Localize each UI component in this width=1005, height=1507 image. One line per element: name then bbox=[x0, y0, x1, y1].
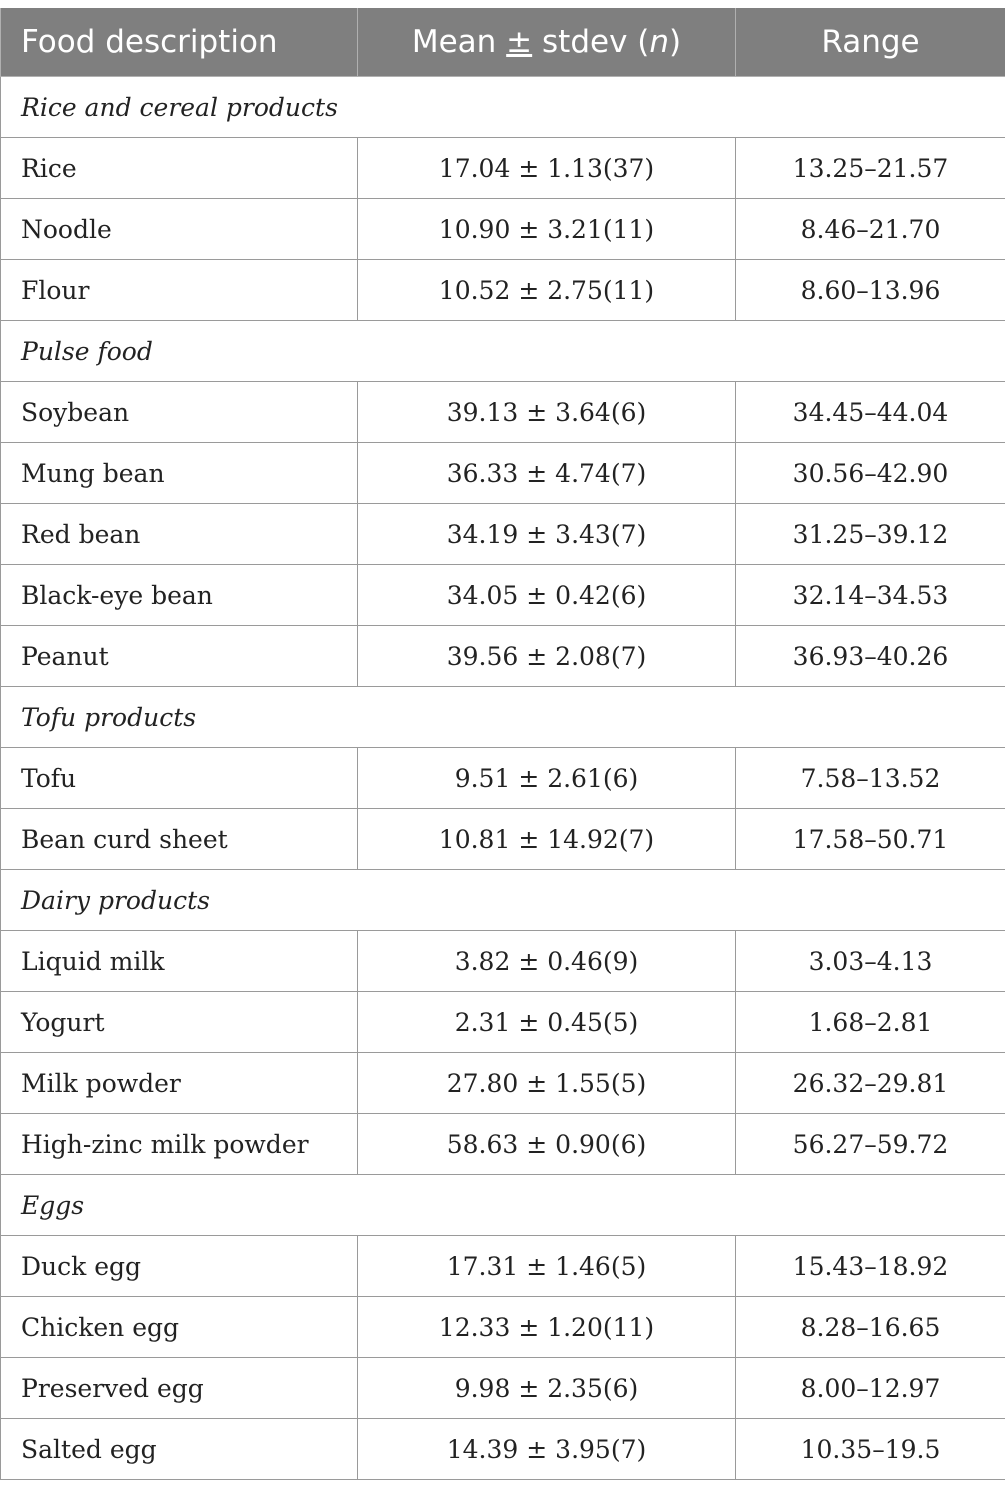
header-mean-prefix: Mean bbox=[411, 24, 507, 60]
mean-stdev-cell: 27.80 ± 1.55(5) bbox=[357, 1052, 736, 1114]
header-mean-stdev: Mean ± stdev (n) bbox=[357, 8, 736, 77]
group-label: Pulse food bbox=[0, 320, 1005, 382]
table-row: Yogurt 2.31 ± 0.45(5) 1.68–2.81 bbox=[0, 991, 1005, 1053]
food-description-cell: Mung bean bbox=[0, 442, 358, 504]
group-label: Eggs bbox=[0, 1174, 1005, 1236]
header-range: Range bbox=[735, 8, 1005, 77]
table-row: Chicken egg 12.33 ± 1.20(11) 8.28–16.65 bbox=[0, 1296, 1005, 1358]
table-row: Bean curd sheet 10.81 ± 14.92(7) 17.58–50.… bbox=[0, 808, 1005, 870]
table-body: Rice and cereal products Rice 17.04 ± 1.13… bbox=[0, 76, 1005, 1480]
header-mean-pm: ± bbox=[506, 24, 533, 60]
group-row: Pulse food bbox=[0, 320, 1005, 382]
mean-stdev-cell: 2.31 ± 0.45(5) bbox=[357, 991, 736, 1053]
food-description-cell: Flour bbox=[0, 259, 358, 321]
mean-stdev-cell: 10.81 ± 14.92(7) bbox=[357, 808, 736, 870]
mean-stdev-cell: 34.19 ± 3.43(7) bbox=[357, 503, 736, 565]
range-cell: 34.45–44.04 bbox=[735, 381, 1005, 443]
group-label: Rice and cereal products bbox=[0, 76, 1005, 138]
food-description-cell: Soybean bbox=[0, 381, 358, 443]
range-cell: 36.93–40.26 bbox=[735, 625, 1005, 687]
table-row: Mung bean 36.33 ± 4.74(7) 30.56–42.90 bbox=[0, 442, 1005, 504]
group-row: Rice and cereal products bbox=[0, 76, 1005, 138]
food-description-cell: Bean curd sheet bbox=[0, 808, 358, 870]
food-description-cell: Chicken egg bbox=[0, 1296, 358, 1358]
range-cell: 30.56–42.90 bbox=[735, 442, 1005, 504]
table-row: Preserved egg 9.98 ± 2.35(6) 8.00–12.97 bbox=[0, 1357, 1005, 1419]
food-description-cell: Rice bbox=[0, 137, 358, 199]
table-row: Peanut 39.56 ± 2.08(7) 36.93–40.26 bbox=[0, 625, 1005, 687]
table-row: Liquid milk 3.82 ± 0.46(9) 3.03–4.13 bbox=[0, 930, 1005, 992]
mean-stdev-cell: 36.33 ± 4.74(7) bbox=[357, 442, 736, 504]
mean-stdev-cell: 39.56 ± 2.08(7) bbox=[357, 625, 736, 687]
range-cell: 8.00–12.97 bbox=[735, 1357, 1005, 1419]
table-row: Noodle 10.90 ± 3.21(11) 8.46–21.70 bbox=[0, 198, 1005, 260]
range-cell: 31.25–39.12 bbox=[735, 503, 1005, 565]
mean-stdev-cell: 14.39 ± 3.95(7) bbox=[357, 1418, 736, 1480]
mean-stdev-cell: 9.98 ± 2.35(6) bbox=[357, 1357, 736, 1419]
table-row: Tofu 9.51 ± 2.61(6) 7.58–13.52 bbox=[0, 747, 1005, 809]
food-description-cell: Liquid milk bbox=[0, 930, 358, 992]
range-cell: 10.35–19.5 bbox=[735, 1418, 1005, 1480]
mean-stdev-cell: 10.90 ± 3.21(11) bbox=[357, 198, 736, 260]
food-description-cell: Milk powder bbox=[0, 1052, 358, 1114]
mean-stdev-cell: 34.05 ± 0.42(6) bbox=[357, 564, 736, 626]
range-cell: 15.43–18.92 bbox=[735, 1235, 1005, 1297]
group-row: Tofu products bbox=[0, 686, 1005, 748]
group-row: Eggs bbox=[0, 1174, 1005, 1236]
range-cell: 8.60–13.96 bbox=[735, 259, 1005, 321]
range-cell: 13.25–21.57 bbox=[735, 137, 1005, 199]
table-row: Milk powder 27.80 ± 1.55(5) 26.32–29.81 bbox=[0, 1052, 1005, 1114]
range-cell: 26.32–29.81 bbox=[735, 1052, 1005, 1114]
food-description-cell: Noodle bbox=[0, 198, 358, 260]
table-row: Duck egg 17.31 ± 1.46(5) 15.43–18.92 bbox=[0, 1235, 1005, 1297]
food-description-cell: Salted egg bbox=[0, 1418, 358, 1480]
food-description-cell: Yogurt bbox=[0, 991, 358, 1053]
range-cell: 8.46–21.70 bbox=[735, 198, 1005, 260]
range-cell: 3.03–4.13 bbox=[735, 930, 1005, 992]
table-row: Rice 17.04 ± 1.13(37) 13.25–21.57 bbox=[0, 137, 1005, 199]
food-description-cell: Preserved egg bbox=[0, 1357, 358, 1419]
mean-stdev-cell: 39.13 ± 3.64(6) bbox=[357, 381, 736, 443]
table-row: Black-eye bean 34.05 ± 0.42(6) 32.14–34.53 bbox=[0, 564, 1005, 626]
group-label: Dairy products bbox=[0, 869, 1005, 931]
table-row: Flour 10.52 ± 2.75(11) 8.60–13.96 bbox=[0, 259, 1005, 321]
header-mean-mid: stdev ( bbox=[532, 24, 650, 60]
range-cell: 17.58–50.71 bbox=[735, 808, 1005, 870]
mean-stdev-cell: 9.51 ± 2.61(6) bbox=[357, 747, 736, 809]
header-row: Food description Mean ± stdev (n) Range bbox=[0, 8, 1005, 77]
range-cell: 8.28–16.65 bbox=[735, 1296, 1005, 1358]
range-cell: 56.27–59.72 bbox=[735, 1113, 1005, 1175]
mean-stdev-cell: 17.04 ± 1.13(37) bbox=[357, 137, 736, 199]
table-row: Salted egg 14.39 ± 3.95(7) 10.35–19.5 bbox=[0, 1418, 1005, 1480]
range-cell: 32.14–34.53 bbox=[735, 564, 1005, 626]
table-row: Red bean 34.19 ± 3.43(7) 31.25–39.12 bbox=[0, 503, 1005, 565]
header-mean-suffix: ) bbox=[669, 24, 682, 60]
food-description-cell: Peanut bbox=[0, 625, 358, 687]
group-label: Tofu products bbox=[0, 686, 1005, 748]
mean-stdev-cell: 17.31 ± 1.46(5) bbox=[357, 1235, 736, 1297]
range-cell: 7.58–13.52 bbox=[735, 747, 1005, 809]
food-description-cell: Tofu bbox=[0, 747, 358, 809]
food-description-cell: Duck egg bbox=[0, 1235, 358, 1297]
table-header: Food description Mean ± stdev (n) Range bbox=[0, 8, 1005, 77]
mean-stdev-cell: 12.33 ± 1.20(11) bbox=[357, 1296, 736, 1358]
food-description-cell: High-zinc milk powder bbox=[0, 1113, 358, 1175]
header-mean-n: n bbox=[649, 24, 670, 60]
mean-stdev-cell: 10.52 ± 2.75(11) bbox=[357, 259, 736, 321]
range-cell: 1.68–2.81 bbox=[735, 991, 1005, 1053]
table-row: Soybean 39.13 ± 3.64(6) 34.45–44.04 bbox=[0, 381, 1005, 443]
mean-stdev-cell: 3.82 ± 0.46(9) bbox=[357, 930, 736, 992]
header-food-description: Food description bbox=[0, 8, 358, 77]
mean-stdev-cell: 58.63 ± 0.90(6) bbox=[357, 1113, 736, 1175]
food-description-cell: Red bean bbox=[0, 503, 358, 565]
group-row: Dairy products bbox=[0, 869, 1005, 931]
zinc-content-table: Food description Mean ± stdev (n) Range … bbox=[0, 8, 1005, 1480]
table-row: High-zinc milk powder 58.63 ± 0.90(6) 56.2… bbox=[0, 1113, 1005, 1175]
food-description-cell: Black-eye bean bbox=[0, 564, 358, 626]
